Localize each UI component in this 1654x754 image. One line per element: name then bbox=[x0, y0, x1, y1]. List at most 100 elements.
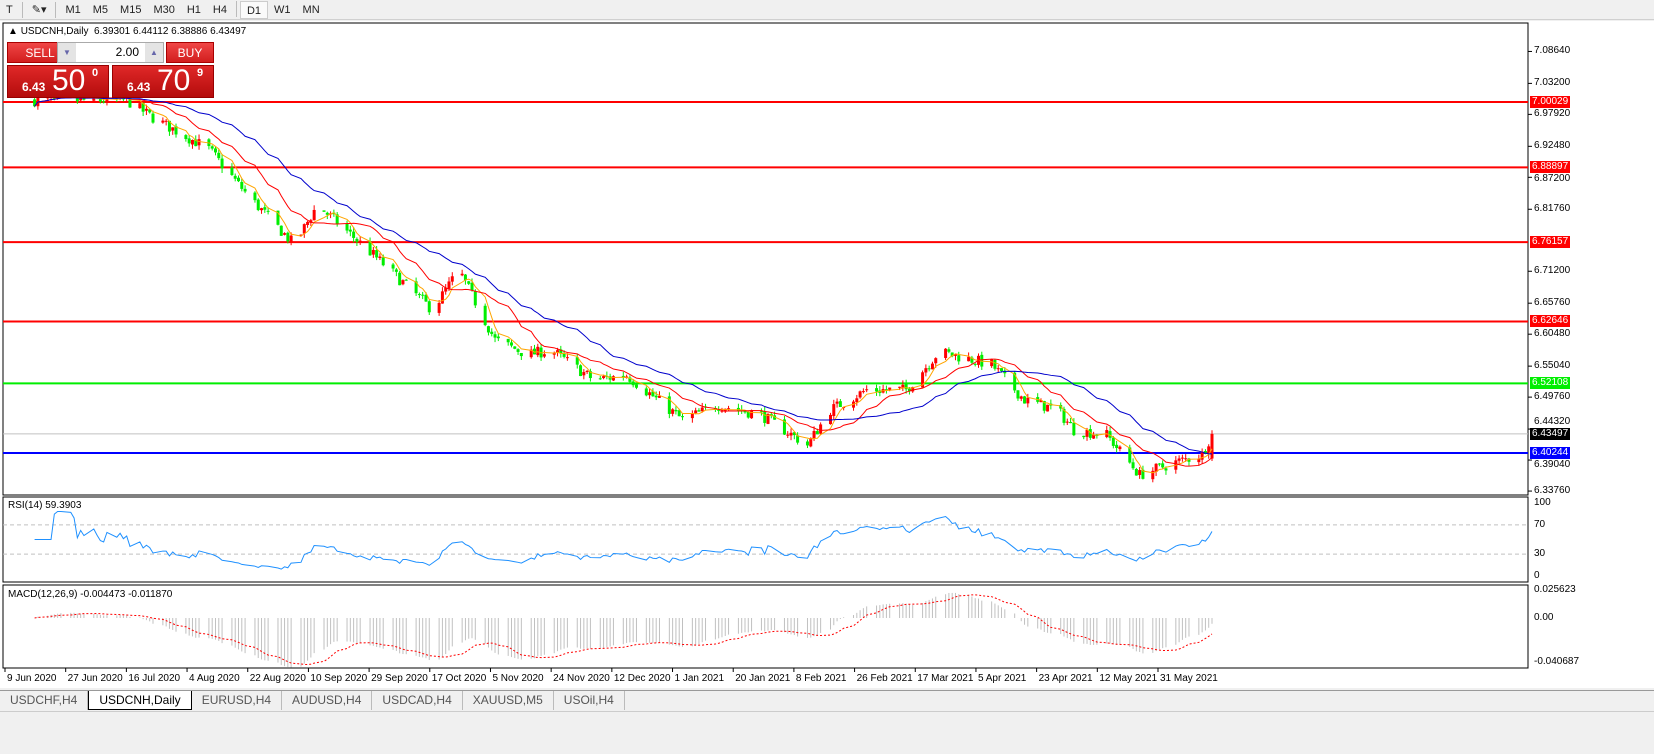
date-axis-label: 5 Apr 2021 bbox=[977, 673, 1027, 684]
timeframe-m5[interactable]: M5 bbox=[92, 3, 109, 16]
date-axis-label: 16 Jul 2020 bbox=[128, 673, 181, 684]
timeframe-m1[interactable]: M1 bbox=[65, 3, 81, 16]
candle-body bbox=[98, 98, 102, 102]
candle-body bbox=[579, 365, 583, 377]
candle-body bbox=[1042, 400, 1046, 411]
timeframe-mn[interactable]: MN bbox=[302, 3, 320, 16]
level-price-label: 6.76157 bbox=[1530, 236, 1570, 248]
timeframe-h4[interactable]: H4 bbox=[212, 3, 227, 16]
candle-body bbox=[875, 388, 879, 392]
timeframe-d1[interactable]: D1 bbox=[239, 0, 269, 19]
candle-body bbox=[378, 256, 382, 258]
candle-body bbox=[736, 407, 740, 411]
lot-stepper[interactable]: ▼ 2.00 ▲ bbox=[57, 42, 164, 63]
date-axis-label: 5 Nov 2020 bbox=[492, 673, 544, 684]
candle-body bbox=[697, 410, 701, 412]
main-chart-frame bbox=[2, 22, 1529, 496]
candle-body bbox=[1039, 400, 1043, 403]
candle-body bbox=[306, 221, 310, 226]
rsi-axis-label: 0 bbox=[1534, 570, 1540, 581]
candle-body bbox=[263, 207, 267, 210]
candle-body bbox=[519, 352, 523, 357]
timeframe-m15[interactable]: M15 bbox=[120, 3, 142, 16]
text-tool-icon[interactable]: T bbox=[6, 3, 13, 16]
candle-body bbox=[944, 348, 948, 358]
candle-body bbox=[243, 188, 247, 192]
macd-axis-label: 0.00 bbox=[1534, 612, 1554, 623]
lot-input[interactable]: 2.00 bbox=[115, 45, 139, 59]
candle-body bbox=[470, 282, 474, 291]
candle-body bbox=[210, 146, 214, 149]
buy-button[interactable]: BUY bbox=[166, 42, 214, 63]
macd-axis-label: 0.025623 bbox=[1534, 584, 1576, 595]
decrease-lot-icon[interactable]: ▼ bbox=[58, 43, 76, 62]
candle-body bbox=[398, 272, 402, 286]
candle-body bbox=[865, 389, 869, 391]
symbol-label: USDCNH,Daily bbox=[20, 26, 89, 37]
chart-tab[interactable]: USDCNH,Daily bbox=[88, 691, 192, 710]
candle-body bbox=[424, 294, 428, 302]
candle-body bbox=[444, 287, 448, 292]
level-price-label: 7.00029 bbox=[1530, 96, 1570, 108]
candle-body bbox=[240, 181, 244, 189]
candle-body bbox=[144, 108, 148, 111]
candle-body bbox=[904, 383, 908, 390]
candle-body bbox=[1180, 457, 1184, 459]
candle-body bbox=[1161, 463, 1165, 468]
candle-body bbox=[631, 381, 635, 386]
date-axis-label: 27 Jun 2020 bbox=[67, 673, 123, 684]
candle-body bbox=[611, 376, 615, 381]
candle-body bbox=[260, 208, 264, 211]
timeframe-w1[interactable]: W1 bbox=[274, 3, 291, 16]
candle-body bbox=[598, 378, 602, 380]
candle-body bbox=[447, 281, 451, 289]
candle-body bbox=[1207, 446, 1211, 455]
candle-body bbox=[141, 102, 145, 112]
candle-body bbox=[690, 413, 694, 419]
sell-button[interactable]: SELL bbox=[7, 42, 73, 63]
chart-tab[interactable]: USDCAD,H4 bbox=[372, 691, 463, 710]
candle-body bbox=[967, 356, 971, 362]
candle-body bbox=[927, 368, 931, 370]
chart-canvas[interactable] bbox=[0, 21, 1654, 688]
candle-body bbox=[1138, 470, 1142, 475]
candle-body bbox=[953, 354, 957, 356]
candle-body bbox=[1092, 434, 1096, 439]
candle-body bbox=[582, 372, 586, 376]
candle-body bbox=[345, 223, 349, 231]
candle-body bbox=[1118, 446, 1122, 450]
sell-price[interactable]: 6.43 50 0 bbox=[7, 64, 109, 98]
candle-body bbox=[648, 392, 652, 396]
candle-body bbox=[884, 389, 888, 391]
chart-tab[interactable]: USOil,H4 bbox=[554, 691, 625, 710]
chart-tab[interactable]: EURUSD,H4 bbox=[192, 691, 283, 710]
chart-tab[interactable]: XAUUSD,M5 bbox=[463, 691, 554, 710]
candle-body bbox=[312, 209, 316, 221]
timeframe-h1[interactable]: H1 bbox=[186, 3, 201, 16]
candle-body bbox=[565, 357, 569, 359]
candle-body bbox=[930, 363, 934, 370]
candle-body bbox=[542, 354, 546, 357]
candle-body bbox=[82, 97, 86, 100]
date-axis-label: 31 May 2021 bbox=[1160, 673, 1218, 684]
date-axis-label: 26 Feb 2021 bbox=[856, 673, 913, 684]
buy-price-small: 6.43 bbox=[127, 80, 151, 94]
candle-body bbox=[289, 235, 293, 242]
increase-lot-icon[interactable]: ▲ bbox=[145, 43, 163, 62]
candle-body bbox=[700, 407, 704, 412]
buy-price[interactable]: 6.43 70 9 bbox=[112, 64, 214, 98]
candle-body bbox=[815, 431, 819, 435]
level-price-label: 6.88897 bbox=[1530, 161, 1570, 173]
candle-body bbox=[450, 276, 454, 282]
timeframe-m30[interactable]: M30 bbox=[153, 3, 175, 16]
moving-average-line bbox=[34, 97, 1213, 467]
chart-tab[interactable]: USDCHF,H4 bbox=[0, 691, 89, 710]
candle-body bbox=[924, 368, 928, 373]
rsi-line bbox=[34, 510, 1213, 570]
rsi-title: RSI(14) 59.3903 bbox=[8, 500, 82, 511]
chart-window[interactable]: ▲ USDCNH,Daily 6.39301 6.44112 6.38886 6… bbox=[0, 21, 1654, 688]
chart-tab[interactable]: AUDUSD,H4 bbox=[282, 691, 373, 710]
candle-body bbox=[421, 294, 425, 296]
moving-average-line bbox=[34, 97, 1213, 455]
draw-tools-icon[interactable]: ✎▾ bbox=[31, 3, 47, 16]
